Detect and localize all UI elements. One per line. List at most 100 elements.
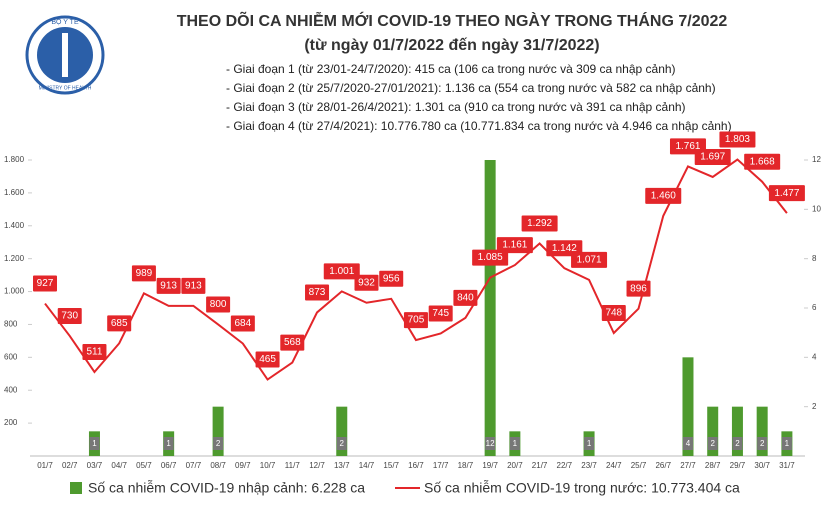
- x-tick-label: 08/7: [210, 461, 226, 470]
- value-label-box: [305, 284, 330, 301]
- bar-label: 1: [587, 439, 592, 448]
- x-tick-label: 18/7: [458, 461, 474, 470]
- value-label: 1.460: [651, 191, 676, 202]
- value-label: 913: [185, 281, 202, 292]
- x-tick-label: 13/7: [334, 461, 350, 470]
- x-tick-label: 15/7: [383, 461, 399, 470]
- y2-tick-label: 10: [812, 204, 821, 213]
- value-label: 1.161: [502, 240, 527, 251]
- annotation: - Giai đoạn 2 (từ 25/7/2020-27/01/2021):…: [226, 81, 716, 95]
- y-tick-label: 800: [4, 320, 18, 329]
- annotation: - Giai đoạn 3 (từ 28/01-26/4/2021): 1.30…: [226, 100, 686, 114]
- x-tick-label: 02/7: [62, 461, 78, 470]
- value-label-box: [206, 296, 231, 313]
- x-tick-label: 21/7: [532, 461, 548, 470]
- bar-label-box: [89, 437, 100, 450]
- line: [44, 158, 788, 381]
- value-label: 989: [136, 268, 153, 279]
- annotation: - Giai đoạn 1 (từ 23/01-24/7/2020): 415 …: [226, 62, 676, 76]
- bar-label: 12: [486, 439, 495, 448]
- bar-label-box: [213, 437, 224, 450]
- x-tick-label: 16/7: [408, 461, 424, 470]
- value-label: 511: [86, 347, 102, 358]
- value-label: 840: [457, 293, 474, 304]
- y2-tick-label: 12: [812, 155, 821, 164]
- bar: [756, 406, 768, 456]
- bar-label-box: [707, 437, 718, 450]
- value-label-box: [230, 315, 255, 332]
- bar: [682, 357, 694, 456]
- x-tick-label: 24/7: [606, 461, 622, 470]
- value-label: 1.001: [329, 266, 354, 277]
- value-label-box: [645, 187, 682, 204]
- y-tick-label: 1.400: [4, 221, 25, 230]
- value-label-box: [354, 274, 379, 291]
- x-tick-label: 05/7: [136, 461, 152, 470]
- bar: [212, 406, 224, 456]
- value-label: 1.477: [774, 188, 799, 199]
- x-tick-label: 23/7: [581, 461, 597, 470]
- x-tick-label: 04/7: [111, 461, 127, 470]
- value-label: 1.142: [552, 243, 577, 254]
- value-label-box: [626, 280, 651, 297]
- x-tick-label: 22/7: [557, 461, 573, 470]
- logo-staff: [62, 33, 68, 77]
- value-label-box: [379, 270, 404, 287]
- value-label-box: [156, 277, 181, 294]
- value-label: 1.697: [700, 152, 725, 163]
- value-label-box: [323, 263, 360, 280]
- x-tick-label: 27/7: [680, 461, 696, 470]
- bar-label: 2: [216, 439, 221, 448]
- value-label-box: [280, 334, 305, 351]
- value-label-box: [601, 304, 626, 321]
- value-label: 1.761: [675, 141, 700, 152]
- x-tick-label: 14/7: [359, 461, 375, 470]
- value-label: 896: [630, 283, 647, 294]
- x-tick-label: 19/7: [482, 461, 498, 470]
- bar-label: 1: [92, 439, 97, 448]
- value-label-box: [694, 148, 731, 165]
- y-tick-label: 1.600: [4, 188, 25, 197]
- y2-tick-label: 8: [812, 254, 817, 263]
- y2-tick-label: 2: [812, 402, 817, 411]
- value-label-box: [719, 131, 756, 148]
- value-label: 568: [284, 337, 301, 348]
- value-label-box: [403, 312, 428, 329]
- y2-tick-label: 4: [812, 352, 817, 361]
- bar-label-box: [584, 437, 595, 450]
- value-label-box: [181, 277, 206, 294]
- y-tick-label: 600: [4, 352, 18, 361]
- chart-subtitle: (từ ngày 01/7/2022 đến ngày 31/7/2022): [304, 37, 599, 54]
- value-label: 913: [160, 281, 177, 292]
- x-tick-label: 12/7: [309, 461, 325, 470]
- bar: [336, 406, 348, 456]
- value-label-box: [744, 153, 781, 170]
- value-label: 800: [210, 299, 227, 310]
- x-tick-label: 30/7: [754, 461, 770, 470]
- y-tick-label: 1.000: [4, 287, 25, 296]
- value-label: 684: [234, 318, 251, 329]
- value-label-box: [107, 315, 132, 332]
- logo-text: MINISTRY OF HEALTH: [39, 85, 92, 91]
- value-label: 873: [309, 287, 326, 298]
- logo-text: BỘ Y TẾ: [51, 16, 79, 26]
- value-label-box: [571, 251, 608, 268]
- x-tick-label: 06/7: [161, 461, 177, 470]
- value-label-box: [255, 351, 280, 368]
- legend-label: Số ca nhiễm COVID-19 trong nước: 10.773.…: [424, 480, 740, 496]
- bar-label-box: [485, 437, 496, 450]
- value-label-box: [496, 237, 533, 254]
- value-label-box: [768, 185, 805, 202]
- value-label: 730: [61, 311, 78, 322]
- legend-label: Số ca nhiễm COVID-19 nhập cảnh: 6.228 ca: [88, 480, 365, 496]
- x-tick-label: 28/7: [705, 461, 721, 470]
- value-label: 745: [432, 308, 449, 319]
- bar-label: 1: [513, 439, 518, 448]
- x-tick-label: 29/7: [730, 461, 746, 470]
- legend-swatch: [70, 482, 82, 494]
- bar-label-box: [509, 437, 520, 450]
- value-label: 465: [259, 354, 276, 365]
- y-tick-label: 1.800: [4, 155, 25, 164]
- x-tick-label: 07/7: [186, 461, 202, 470]
- x-tick-label: 09/7: [235, 461, 251, 470]
